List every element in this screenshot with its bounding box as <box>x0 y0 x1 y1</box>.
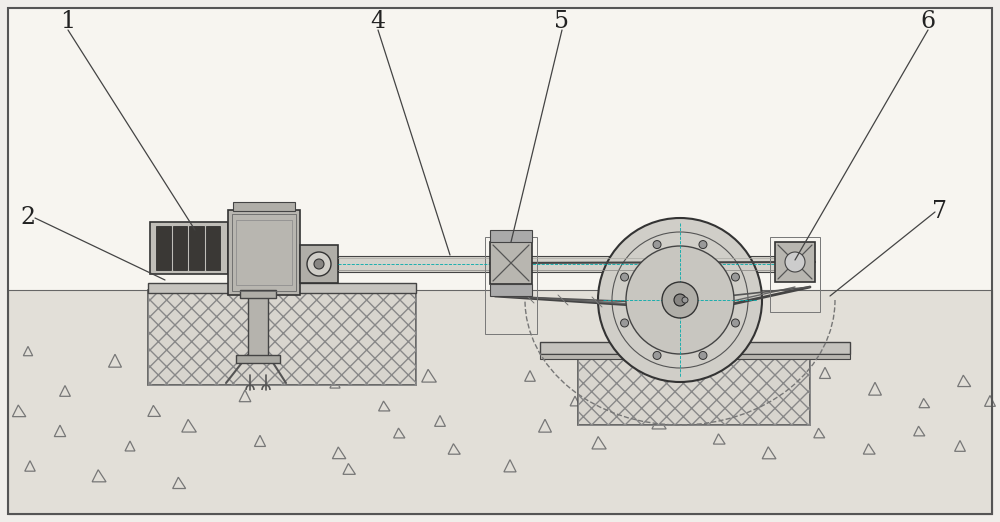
Text: 6: 6 <box>920 10 936 33</box>
Circle shape <box>731 319 739 327</box>
Circle shape <box>653 351 661 360</box>
Circle shape <box>314 259 324 269</box>
Bar <box>148 290 416 385</box>
Bar <box>236 220 292 285</box>
Bar <box>228 210 300 295</box>
Bar <box>490 284 532 296</box>
Bar <box>300 245 338 283</box>
Bar <box>578 350 810 425</box>
Circle shape <box>731 273 739 281</box>
Bar <box>770 237 820 312</box>
Circle shape <box>653 241 661 248</box>
Text: 4: 4 <box>370 10 386 33</box>
Bar <box>490 230 532 242</box>
Bar <box>233 202 295 211</box>
Circle shape <box>626 246 734 354</box>
Bar <box>490 242 532 284</box>
Bar <box>148 290 416 385</box>
Circle shape <box>621 273 629 281</box>
Circle shape <box>598 218 762 382</box>
Bar <box>148 283 416 293</box>
Circle shape <box>662 282 698 318</box>
Bar <box>540 354 850 359</box>
Bar <box>240 290 276 298</box>
Bar <box>578 350 810 425</box>
Bar <box>8 290 992 514</box>
Bar <box>236 355 280 363</box>
Bar <box>156 226 170 270</box>
Circle shape <box>699 351 707 360</box>
Circle shape <box>307 252 331 276</box>
Circle shape <box>785 252 805 272</box>
Bar <box>173 226 187 270</box>
Bar <box>775 242 815 282</box>
Bar <box>150 222 228 274</box>
Bar <box>248 295 268 360</box>
Text: 1: 1 <box>60 10 76 33</box>
Bar <box>228 228 236 268</box>
Bar <box>206 226 220 270</box>
Circle shape <box>682 297 688 303</box>
Text: 2: 2 <box>20 207 36 230</box>
Bar <box>232 214 296 291</box>
Circle shape <box>621 319 629 327</box>
Text: 7: 7 <box>932 200 948 223</box>
Bar <box>338 256 792 272</box>
Bar <box>485 237 537 334</box>
Circle shape <box>674 294 686 306</box>
Text: 5: 5 <box>554 10 570 33</box>
Bar <box>189 226 204 270</box>
Circle shape <box>699 241 707 248</box>
Bar <box>540 342 850 354</box>
